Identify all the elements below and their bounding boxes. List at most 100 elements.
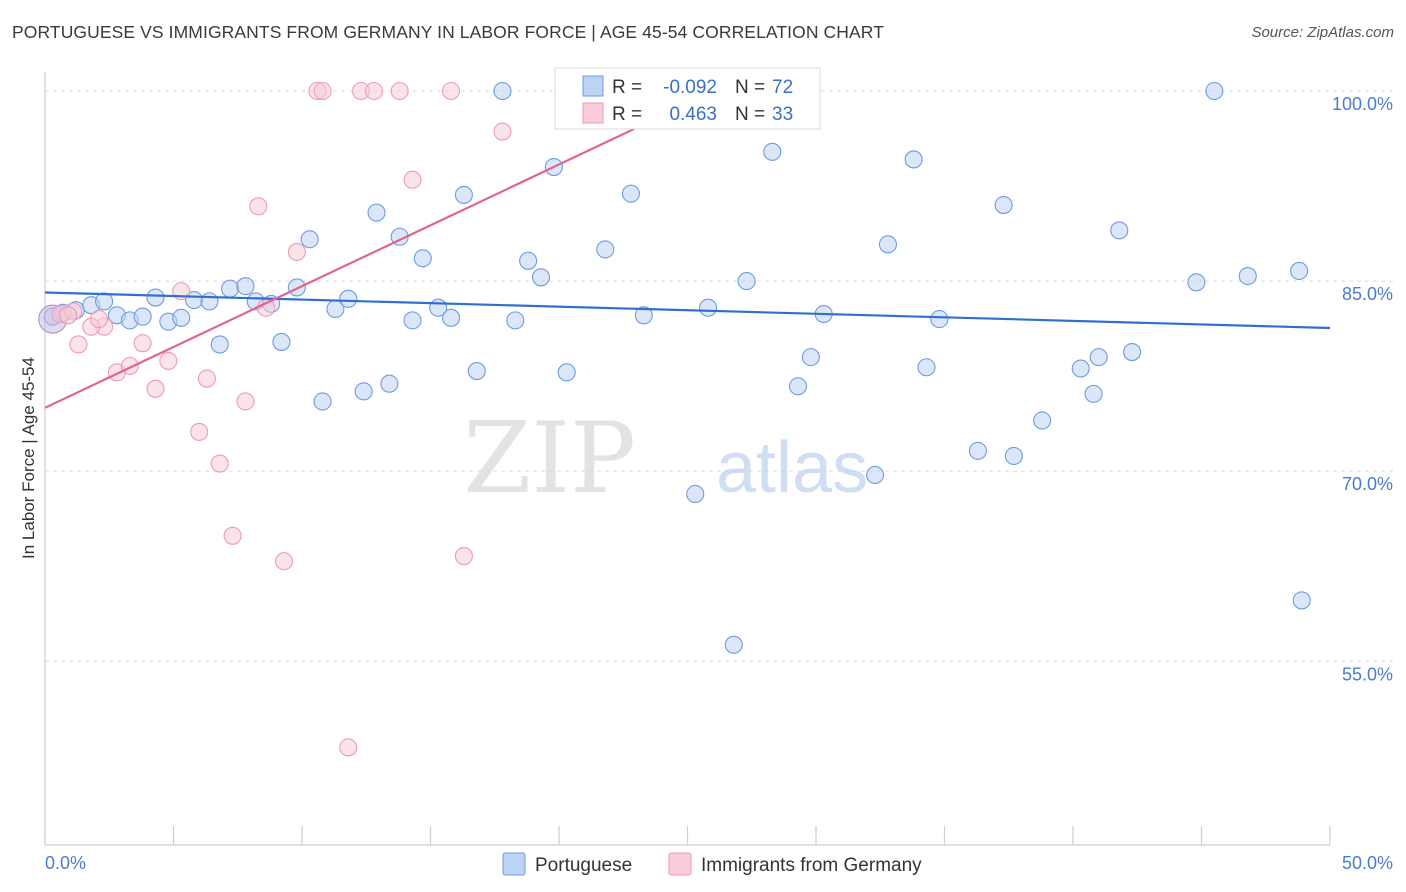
point-portuguese xyxy=(380,374,399,393)
point-portuguese xyxy=(519,251,538,270)
stats-legend: R = -0.092 N = 72 R = 0.463 N = 33 xyxy=(554,67,821,130)
point-portuguese xyxy=(994,196,1013,215)
point-immigrants xyxy=(197,369,216,388)
point-portuguese xyxy=(467,362,486,381)
point-portuguese xyxy=(493,81,512,101)
point-immigrants xyxy=(146,379,165,398)
point-immigrants xyxy=(236,392,255,411)
point-portuguese xyxy=(1238,266,1257,286)
point-portuguese xyxy=(904,150,923,169)
point-immigrants xyxy=(210,454,229,473)
point-immigrants xyxy=(364,81,384,101)
bottom-legend: Portuguese Immigrants from Germany xyxy=(502,852,922,876)
point-immigrants xyxy=(454,547,473,566)
legend-swatch-immigrants xyxy=(668,852,692,876)
stats-swatch-portuguese xyxy=(582,75,604,97)
point-portuguese xyxy=(1292,591,1311,610)
y-tick-label: 70.0% xyxy=(1342,474,1393,494)
series-portuguese-points xyxy=(38,81,1311,654)
point-portuguese xyxy=(236,277,255,296)
point-immigrants xyxy=(390,81,409,101)
legend-label-immigrants: Immigrants from Germany xyxy=(701,855,922,876)
stats-n-value-immigrants: 33 xyxy=(772,104,793,125)
point-immigrants xyxy=(339,738,358,757)
y-axis-label: In Labor Force | Age 45-54 xyxy=(19,357,38,559)
y-tick-label: 55.0% xyxy=(1342,664,1393,684)
point-portuguese xyxy=(737,272,756,291)
point-portuguese xyxy=(621,184,641,203)
trend-lines xyxy=(44,102,1331,409)
x-ticks xyxy=(44,826,1331,845)
point-portuguese xyxy=(1071,359,1090,378)
point-portuguese xyxy=(930,310,949,329)
point-portuguese xyxy=(968,441,987,460)
stats-r-label-immigrants: R = xyxy=(612,104,642,125)
watermark-zip: ZIP xyxy=(463,402,636,516)
point-portuguese xyxy=(866,465,885,485)
y-tick-label: 85.0% xyxy=(1342,284,1393,304)
legend-swatch-portuguese xyxy=(502,852,526,876)
point-immigrants xyxy=(256,298,276,317)
point-immigrants xyxy=(249,197,268,216)
point-portuguese xyxy=(95,292,114,311)
stats-r-value-portuguese: -0.092 xyxy=(663,77,717,98)
stats-swatch-immigrants xyxy=(582,102,604,124)
point-portuguese xyxy=(1033,411,1052,430)
point-portuguese xyxy=(686,484,705,504)
point-portuguese xyxy=(634,306,653,325)
point-portuguese xyxy=(172,308,191,327)
point-portuguese xyxy=(763,142,782,161)
point-portuguese xyxy=(313,392,332,411)
point-portuguese xyxy=(367,203,386,222)
point-portuguese xyxy=(557,363,576,382)
point-portuguese xyxy=(210,335,229,354)
point-portuguese xyxy=(1290,261,1309,281)
point-portuguese xyxy=(788,377,808,396)
point-immigrants xyxy=(69,335,88,354)
point-portuguese xyxy=(506,311,525,330)
point-portuguese xyxy=(1205,81,1224,101)
point-portuguese xyxy=(724,635,743,654)
point-immigrants xyxy=(223,526,242,545)
point-portuguese xyxy=(454,185,473,204)
point-portuguese xyxy=(1187,273,1206,292)
point-portuguese xyxy=(801,348,820,367)
point-immigrants xyxy=(403,170,422,189)
watermark-atlas: atlas xyxy=(716,428,868,508)
point-portuguese xyxy=(403,311,422,330)
point-portuguese xyxy=(596,240,615,259)
point-portuguese xyxy=(917,358,936,377)
stats-r-value-immigrants: 0.463 xyxy=(669,104,717,125)
point-portuguese xyxy=(1084,384,1103,403)
point-portuguese xyxy=(220,279,240,298)
point-portuguese xyxy=(200,292,219,311)
point-portuguese xyxy=(339,289,358,308)
point-portuguese xyxy=(699,298,718,317)
point-immigrants xyxy=(159,351,178,370)
point-portuguese xyxy=(1089,348,1108,367)
stats-n-label-immigrants: N = xyxy=(735,104,765,125)
stats-n-label-portuguese: N = xyxy=(735,77,765,98)
point-immigrants xyxy=(274,552,294,571)
point-portuguese xyxy=(878,235,898,254)
point-portuguese xyxy=(1110,221,1129,240)
point-portuguese xyxy=(272,332,291,351)
y-tick-labels: 55.0% 70.0% 85.0% 100.0% xyxy=(1332,94,1393,684)
point-immigrants xyxy=(287,242,306,261)
point-portuguese xyxy=(354,382,373,401)
chart-title: PORTUGUESE VS IMMIGRANTS FROM GERMANY IN… xyxy=(12,22,885,42)
point-portuguese xyxy=(1123,343,1142,362)
trendline-immigrants xyxy=(44,102,688,409)
x-tick-label-max: 50.0% xyxy=(1342,853,1393,873)
y-tick-label: 100.0% xyxy=(1332,94,1393,114)
point-portuguese xyxy=(1004,446,1023,466)
point-immigrants xyxy=(133,334,152,353)
watermark: ZIP atlas xyxy=(463,402,868,516)
point-immigrants xyxy=(190,422,209,441)
point-portuguese xyxy=(300,230,319,249)
point-portuguese xyxy=(146,288,165,307)
point-portuguese xyxy=(531,268,551,287)
x-tick-label-min: 0.0% xyxy=(45,853,86,873)
series-immigrants-points xyxy=(51,81,666,757)
point-portuguese xyxy=(413,249,432,268)
